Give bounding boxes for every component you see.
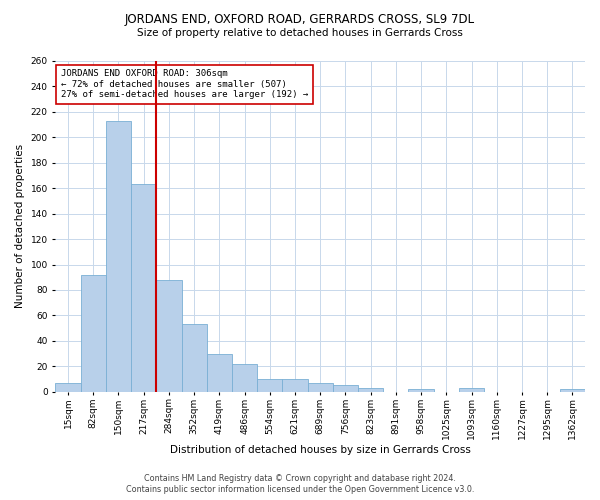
Y-axis label: Number of detached properties: Number of detached properties [15,144,25,308]
Bar [131,184,157,392]
Text: Size of property relative to detached houses in Gerrards Cross: Size of property relative to detached ho… [137,28,463,38]
Bar [308,383,333,392]
Bar [80,274,106,392]
Text: JORDANS END OXFORD ROAD: 306sqm
← 72% of detached houses are smaller (507)
27% o: JORDANS END OXFORD ROAD: 306sqm ← 72% of… [61,70,308,99]
Bar [55,383,80,392]
Bar [333,386,358,392]
Bar [358,388,383,392]
Bar [232,364,257,392]
Bar [106,121,131,392]
Bar [459,388,484,392]
X-axis label: Distribution of detached houses by size in Gerrards Cross: Distribution of detached houses by size … [170,445,470,455]
Text: Contains HM Land Registry data © Crown copyright and database right 2024.
Contai: Contains HM Land Registry data © Crown c… [126,474,474,494]
Text: JORDANS END, OXFORD ROAD, GERRARDS CROSS, SL9 7DL: JORDANS END, OXFORD ROAD, GERRARDS CROSS… [125,12,475,26]
Bar [182,324,207,392]
Bar [283,379,308,392]
Bar [257,379,283,392]
Bar [560,389,585,392]
Bar [157,280,182,392]
Bar [207,354,232,392]
Bar [409,389,434,392]
